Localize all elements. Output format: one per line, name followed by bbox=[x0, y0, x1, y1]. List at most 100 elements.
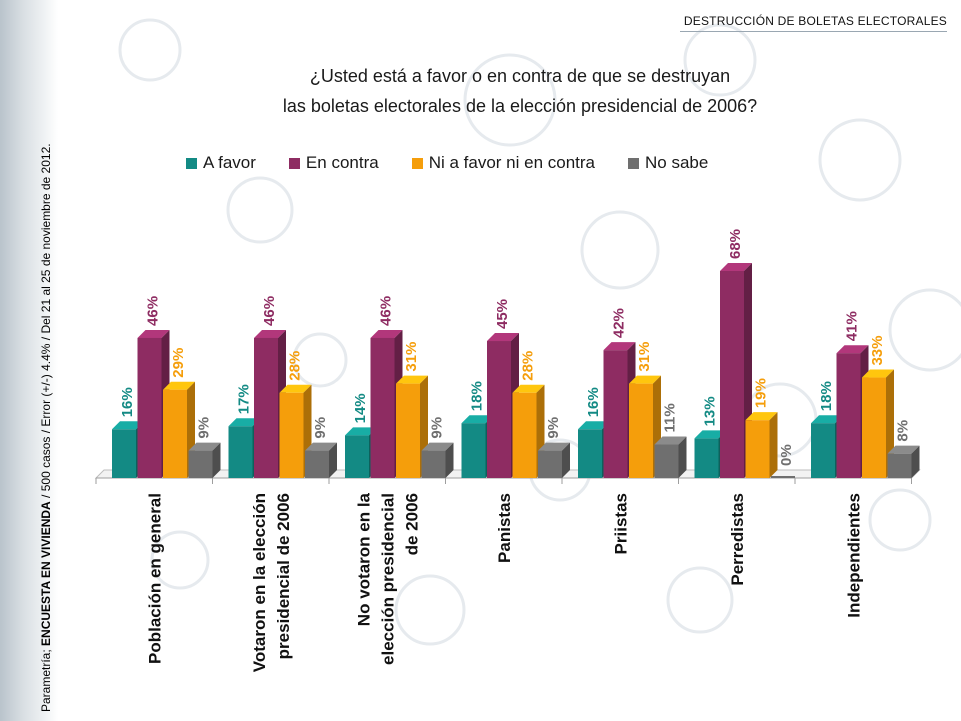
data-label-1-0: 17% bbox=[235, 384, 252, 414]
bar-face-5-0 bbox=[694, 438, 719, 478]
bar-4-3 bbox=[654, 436, 687, 478]
bar-top-6-1 bbox=[836, 345, 869, 354]
data-label-0-0: 16% bbox=[119, 387, 136, 417]
bg-circle-1 bbox=[463, 53, 557, 147]
bar-face-3-2 bbox=[512, 392, 537, 478]
bar-2-3 bbox=[421, 442, 454, 478]
data-label-3-3: 9% bbox=[545, 417, 562, 439]
data-label-3-0: 18% bbox=[468, 381, 485, 411]
legend-label-en-contra: En contra bbox=[305, 153, 379, 172]
bar-top-2-3 bbox=[421, 442, 454, 451]
data-label-1-1: 46% bbox=[261, 296, 278, 326]
bar-face-6-0 bbox=[811, 423, 835, 478]
data-label-5-2: 19% bbox=[752, 378, 769, 408]
bg-circle-8 bbox=[150, 530, 210, 590]
data-label-6-1: 41% bbox=[843, 311, 860, 341]
bar-side-3-3 bbox=[562, 442, 570, 478]
bar-top-3-3 bbox=[538, 442, 570, 451]
category-label-2-1: elección presidencial bbox=[378, 493, 397, 665]
category-label-5-0: Perredistas bbox=[728, 493, 747, 586]
data-label-2-1: 46% bbox=[377, 296, 394, 326]
category-label-6-0: Independientes bbox=[844, 493, 863, 618]
bar-face-3-1 bbox=[487, 341, 511, 478]
bar-side-0-3 bbox=[212, 442, 221, 478]
data-label-2-3: 9% bbox=[428, 417, 445, 439]
chart-title-line-2: las boletas electorales de la elección p… bbox=[282, 96, 758, 116]
bar-top-0-1 bbox=[137, 329, 170, 338]
legend-swatch-no-sabe bbox=[628, 157, 639, 169]
bar-top-5-1 bbox=[720, 263, 752, 271]
bar-face-3-3 bbox=[538, 450, 562, 478]
bar-face-4-1 bbox=[603, 350, 628, 478]
bar-face-3-0 bbox=[461, 423, 486, 478]
legend-swatch-ni bbox=[411, 157, 423, 169]
bar-3-3 bbox=[538, 442, 570, 478]
bar-0-3 bbox=[188, 442, 221, 478]
bar-top-3-1 bbox=[487, 333, 519, 342]
bar-face-1-0 bbox=[228, 426, 253, 478]
category-label-2-2: de 2006 bbox=[402, 493, 421, 555]
bar-top-4-3 bbox=[654, 436, 687, 445]
bg-circle-5 bbox=[226, 176, 294, 244]
data-label-6-2: 33% bbox=[869, 336, 886, 366]
bg-circle-9 bbox=[394, 574, 466, 646]
legend-label-a-favor: A favor bbox=[203, 153, 256, 172]
data-label-6-0: 18% bbox=[818, 381, 835, 411]
data-label-4-2: 31% bbox=[636, 342, 653, 372]
bar-top-1-1 bbox=[254, 329, 286, 338]
legend-label-ni: Ni a favor ni en contra bbox=[428, 153, 595, 172]
header-divider bbox=[680, 31, 947, 32]
data-label-5-1: 68% bbox=[727, 229, 744, 259]
category-label-1-1: presidencial de 2006 bbox=[274, 493, 293, 659]
legend-item-ni: Ni a favor ni en contra bbox=[411, 153, 595, 173]
legend-item-en-contra: En contra bbox=[288, 153, 379, 173]
category-label-1-0: Votaron en la elección bbox=[250, 493, 269, 672]
bar-side-2-3 bbox=[445, 442, 454, 478]
bar-side-4-3 bbox=[678, 436, 687, 478]
data-label-2-2: 31% bbox=[403, 342, 420, 372]
bar-face-2-2 bbox=[396, 383, 420, 478]
category-label-2-0: No votaron en la bbox=[354, 492, 373, 626]
data-label-0-2: 29% bbox=[170, 348, 187, 378]
bar-face-5-2 bbox=[745, 420, 770, 478]
bar-side-1-3 bbox=[329, 442, 337, 478]
section-header: DESTRUCCIÓN DE BOLETAS ELECTORALES bbox=[683, 14, 947, 28]
bar-face-1-3 bbox=[305, 450, 329, 478]
bar-side-5-2 bbox=[769, 412, 778, 478]
bar-top-0-0 bbox=[112, 421, 144, 430]
bar-face-4-2 bbox=[629, 383, 653, 478]
data-label-4-1: 42% bbox=[610, 308, 627, 338]
bar-face-5-3 bbox=[771, 476, 795, 478]
bg-circle-10 bbox=[666, 566, 734, 634]
chart-legend: A favor En contra Ni a favor ni en contr… bbox=[186, 153, 741, 173]
bar-top-1-0 bbox=[228, 418, 261, 427]
bar-top-1-2 bbox=[279, 384, 312, 393]
bar-5-3 bbox=[771, 476, 795, 478]
sidebar-decoration bbox=[0, 0, 58, 721]
data-label-5-3: 0% bbox=[778, 444, 795, 466]
bar-top-6-0 bbox=[811, 415, 843, 424]
data-label-3-1: 45% bbox=[494, 299, 511, 329]
bar-top-4-2 bbox=[629, 375, 661, 384]
bar-top-2-1 bbox=[370, 329, 403, 338]
bar-face-4-3 bbox=[654, 444, 679, 478]
bar-top-5-0 bbox=[694, 430, 727, 439]
bar-6-2 bbox=[862, 369, 894, 478]
bar-face-1-1 bbox=[254, 337, 278, 478]
bar-top-0-2 bbox=[163, 381, 195, 390]
legend-swatch-en-contra bbox=[288, 157, 300, 169]
bar-top-3-2 bbox=[512, 384, 545, 393]
bar-top-4-1 bbox=[603, 342, 636, 351]
chart-title-line-1: ¿Usted está a favor o en contra de que s… bbox=[309, 66, 731, 86]
bar-1-3 bbox=[305, 442, 337, 478]
bar-top-3-0 bbox=[461, 415, 494, 424]
data-label-2-0: 14% bbox=[352, 393, 369, 423]
bg-circle-4 bbox=[580, 210, 660, 290]
category-label-4-0: Priistas bbox=[611, 493, 630, 554]
legend-item-a-favor: A favor bbox=[186, 153, 256, 173]
bar-top-4-0 bbox=[578, 421, 610, 430]
bar-face-2-0 bbox=[345, 435, 369, 478]
data-label-3-2: 28% bbox=[519, 351, 536, 381]
